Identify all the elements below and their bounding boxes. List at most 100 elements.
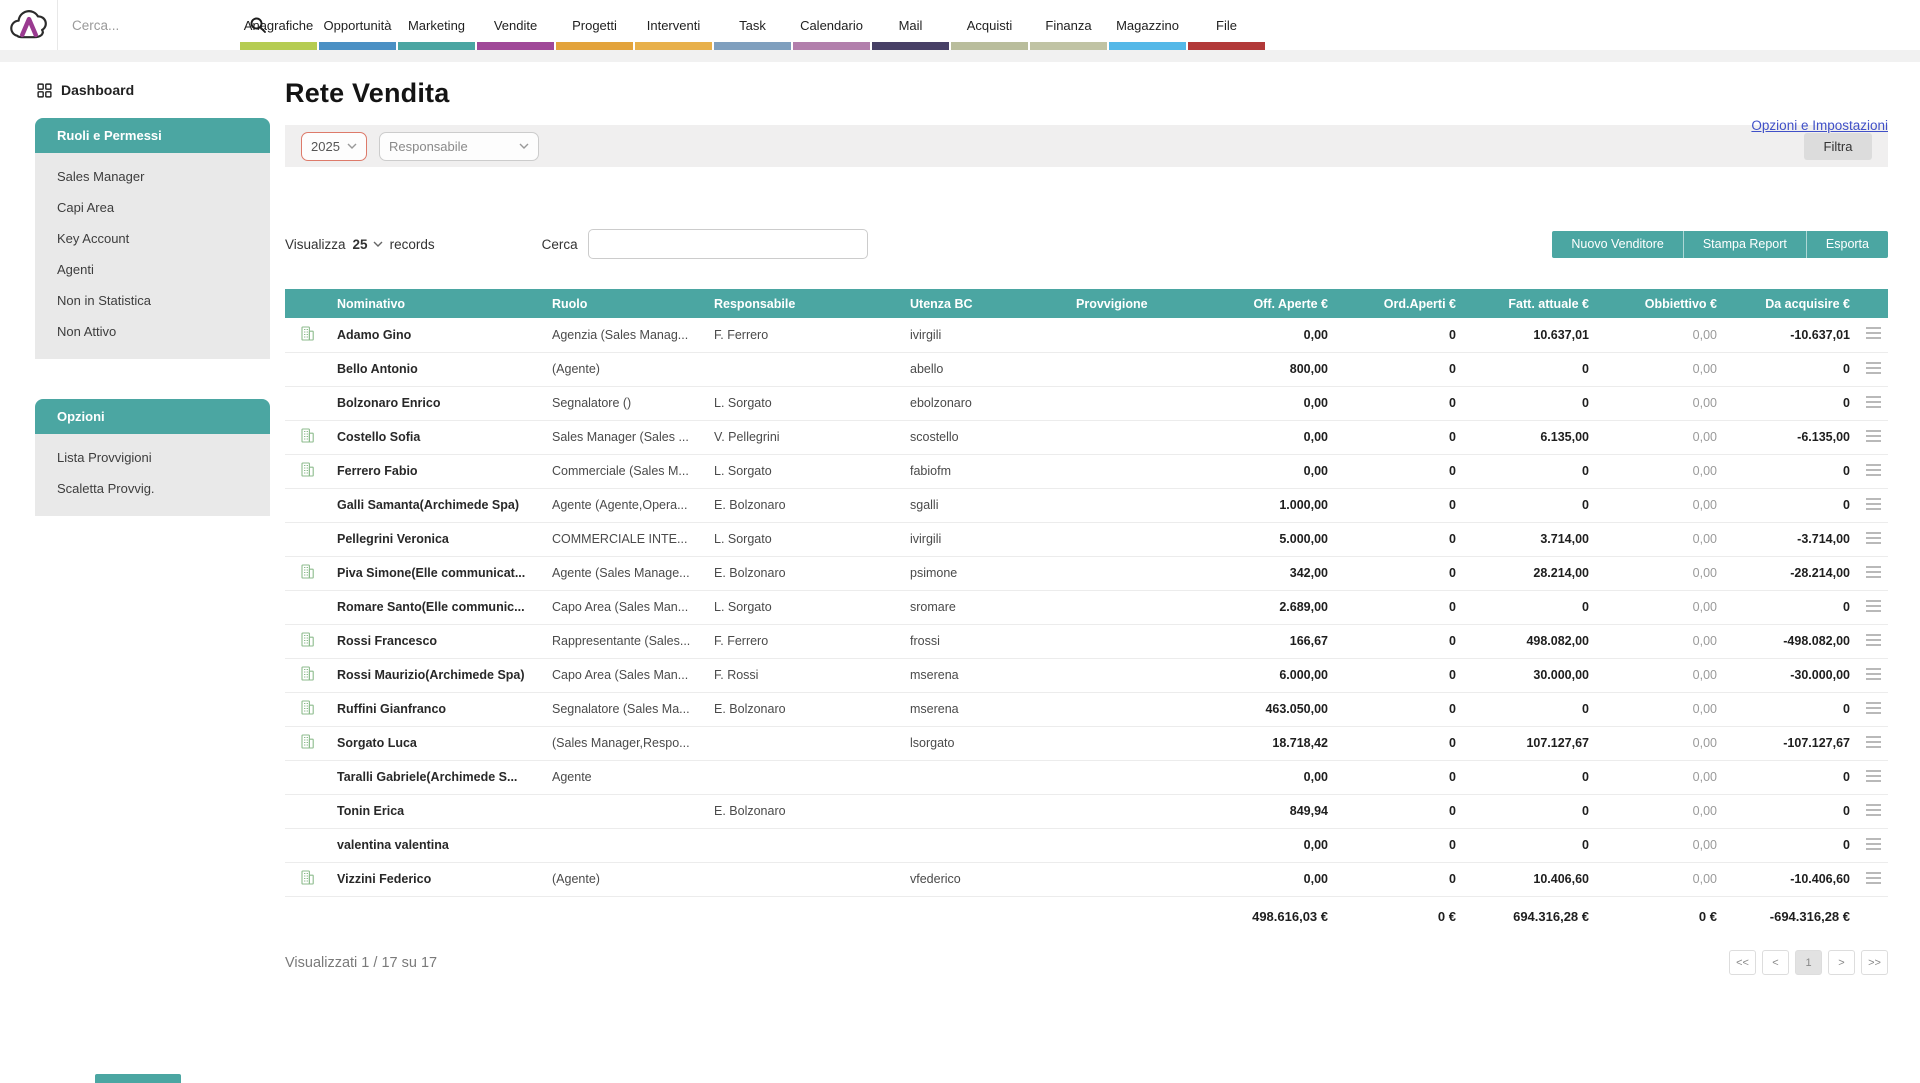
row-menu-icon[interactable] bbox=[1866, 529, 1881, 547]
row-menu-icon[interactable] bbox=[1866, 869, 1881, 887]
table-row[interactable]: valentina valentina 0,00 0 0 0,00 0 bbox=[285, 828, 1888, 863]
cell-obbiettivo: 0,00 bbox=[1597, 692, 1725, 727]
cell-responsabile: V. Pellegrini bbox=[706, 420, 902, 455]
nav-item-anagrafiche[interactable]: Anagrafiche bbox=[239, 0, 318, 50]
nav-item-vendite[interactable]: Vendite bbox=[476, 0, 555, 50]
table-row[interactable]: Romare Santo(Elle communic... Capo Area (… bbox=[285, 590, 1888, 625]
responsabile-select[interactable]: Responsabile bbox=[379, 131, 539, 161]
table-row[interactable]: Piva Simone(Elle communicat... Agente (Sa… bbox=[285, 556, 1888, 591]
cell-ord-aperti: 0 bbox=[1336, 386, 1464, 421]
nav-item-label: Anagrafiche bbox=[243, 17, 314, 33]
table-search-input[interactable] bbox=[587, 229, 868, 259]
sales-network-table: Nominativo Ruolo Responsabile Utenza BC Prov… bbox=[285, 289, 1888, 936]
global-search-input[interactable] bbox=[72, 17, 249, 33]
table-row[interactable]: Bolzonaro Enrico Segnalatore () L. Sorgato… bbox=[285, 386, 1888, 421]
sidebar-item-capi-area[interactable]: Capi Area bbox=[57, 200, 115, 215]
row-menu-icon[interactable] bbox=[1866, 597, 1881, 615]
prev-page-button[interactable]: < bbox=[1762, 950, 1789, 975]
row-menu-icon[interactable] bbox=[1866, 835, 1881, 853]
cell-obbiettivo: 0,00 bbox=[1597, 386, 1725, 421]
column-header-off-aperte[interactable]: Off. Aperte € bbox=[1208, 289, 1336, 318]
last-page-button[interactable]: >> bbox=[1861, 950, 1888, 975]
sidebar-item-key-account[interactable]: Key Account bbox=[57, 231, 130, 246]
table-row[interactable]: Rossi Maurizio(Archimede Spa) Capo Area (… bbox=[285, 658, 1888, 693]
row-menu-icon[interactable] bbox=[1866, 563, 1881, 581]
table-row[interactable]: Ruffini Gianfranco Segnalatore (Sales Ma.… bbox=[285, 692, 1888, 727]
first-page-button[interactable]: << bbox=[1729, 950, 1756, 975]
sidebar-item-non-attivo[interactable]: Non Attivo bbox=[57, 324, 117, 339]
table-row[interactable]: Vizzini Federico (Agente) vfederico 0,00 0 10… bbox=[285, 862, 1888, 897]
nav-item-file[interactable]: File bbox=[1187, 0, 1266, 50]
table-row[interactable]: Sorgato Luca (Sales Manager,Respo... lsorg… bbox=[285, 726, 1888, 761]
column-header-provvigione[interactable]: Provvigione bbox=[1068, 289, 1208, 318]
cell-actions bbox=[1858, 454, 1888, 489]
table-row[interactable]: Ferrero Fabio Commerciale (Sales M... L. S… bbox=[285, 454, 1888, 489]
nav-color-bar bbox=[793, 42, 870, 50]
row-company-icon bbox=[285, 862, 329, 897]
nuovo-venditore-button[interactable]: Nuovo Venditore bbox=[1552, 230, 1684, 258]
row-menu-icon[interactable] bbox=[1866, 631, 1881, 649]
table-search: Cerca bbox=[542, 229, 868, 259]
row-menu-icon[interactable] bbox=[1866, 733, 1881, 751]
table-row[interactable]: Adamo Gino Agenzia (Sales Manag... F. Ferr… bbox=[285, 318, 1888, 353]
options-settings-link[interactable]: Opzioni e Impostazioni bbox=[1751, 118, 1888, 133]
row-menu-icon[interactable] bbox=[1866, 461, 1881, 479]
table-row[interactable]: Bello Antonio (Agente) abello 800,00 0 0 0,00 0 bbox=[285, 352, 1888, 387]
row-menu-icon[interactable] bbox=[1866, 699, 1881, 717]
row-menu-icon[interactable] bbox=[1866, 393, 1881, 411]
year-select[interactable]: 2025 bbox=[301, 131, 367, 161]
stampa-report-button[interactable]: Stampa Report bbox=[1683, 230, 1807, 258]
sidebar-item-dashboard[interactable]: Dashboard bbox=[37, 82, 270, 98]
row-menu-icon[interactable] bbox=[1866, 801, 1881, 819]
table-row[interactable]: Pellegrini Veronica COMMERCIALE INTE... L.… bbox=[285, 522, 1888, 557]
row-menu-icon[interactable] bbox=[1866, 359, 1881, 377]
sidebar-section-title: Ruoli e Permessi bbox=[35, 118, 270, 153]
row-menu-icon[interactable] bbox=[1866, 427, 1881, 445]
cell-provvigione bbox=[1068, 352, 1208, 387]
column-header-utenza-bc[interactable]: Utenza BC bbox=[902, 289, 1068, 318]
nav-item-task[interactable]: Task bbox=[713, 0, 792, 50]
sidebar-item-agenti[interactable]: Agenti bbox=[57, 262, 94, 277]
nav-item-mail[interactable]: Mail bbox=[871, 0, 950, 50]
column-header-fatt-attuale[interactable]: Fatt. attuale € bbox=[1464, 289, 1597, 318]
sidebar-item-scaletta-provvig[interactable]: Scaletta Provvig. bbox=[57, 481, 155, 496]
sidebar-section-ruoli-e-permessi: Ruoli e Permessi Sales Manager Capi Area Ke… bbox=[35, 118, 270, 359]
app-logo[interactable] bbox=[0, 0, 58, 50]
sidebar-item-lista-provvigioni[interactable]: Lista Provvigioni bbox=[57, 450, 152, 465]
row-menu-icon[interactable] bbox=[1866, 665, 1881, 683]
table-row[interactable]: Tonin Erica E. Bolzonaro 849,94 0 0 0,00 0 bbox=[285, 794, 1888, 829]
nav-item-interventi[interactable]: Interventi bbox=[634, 0, 713, 50]
page-number-button[interactable]: 1 bbox=[1795, 950, 1822, 975]
table-row[interactable]: Costello Sofia Sales Manager (Sales ... V.… bbox=[285, 420, 1888, 455]
nav-item-marketing[interactable]: Marketing bbox=[397, 0, 476, 50]
nav-item-label: Progetti bbox=[572, 17, 617, 33]
nav-item-finanza[interactable]: Finanza bbox=[1029, 0, 1108, 50]
sidebar-item-non-in-statistica[interactable]: Non in Statistica bbox=[57, 293, 151, 308]
column-header-ruolo[interactable]: Ruolo bbox=[544, 289, 706, 318]
row-menu-icon[interactable] bbox=[1866, 324, 1881, 342]
nav-item-opportunita[interactable]: Opportunità bbox=[318, 0, 397, 50]
column-header-nominativo[interactable]: Nominativo bbox=[329, 289, 544, 318]
esporta-button[interactable]: Esporta bbox=[1806, 230, 1888, 258]
column-header-ord-aperti[interactable]: Ord.Aperti € bbox=[1336, 289, 1464, 318]
nav-item-calendario[interactable]: Calendario bbox=[792, 0, 871, 50]
search-icon[interactable] bbox=[249, 16, 267, 34]
nav-item-magazzino[interactable]: Magazzino bbox=[1108, 0, 1187, 50]
table-row[interactable]: Galli Samanta(Archimede Spa) Agente (Agen… bbox=[285, 488, 1888, 523]
cell-utenza-bc: ebolzonaro bbox=[902, 386, 1068, 421]
row-menu-icon[interactable] bbox=[1866, 495, 1881, 513]
page-size-select[interactable]: 25 bbox=[353, 237, 383, 252]
column-header-responsabile[interactable]: Responsabile bbox=[706, 289, 902, 318]
cell-utenza-bc: ivirgili bbox=[902, 522, 1068, 557]
table-row[interactable]: Rossi Francesco Rappresentante (Sales... F… bbox=[285, 624, 1888, 659]
next-page-button[interactable]: > bbox=[1828, 950, 1855, 975]
row-menu-icon[interactable] bbox=[1866, 767, 1881, 785]
filter-button[interactable]: Filtra bbox=[1804, 132, 1872, 160]
table-row[interactable]: Taralli Gabriele(Archimede S... Agente 0,0… bbox=[285, 760, 1888, 795]
nav-item-acquisti[interactable]: Acquisti bbox=[950, 0, 1029, 50]
column-header-da-acquisire[interactable]: Da acquisire € bbox=[1725, 289, 1858, 318]
sidebar-item-sales-manager[interactable]: Sales Manager bbox=[57, 169, 145, 184]
column-header-obbiettivo[interactable]: Obbiettivo € bbox=[1597, 289, 1725, 318]
cell-fatt-attuale: 0 bbox=[1464, 794, 1597, 829]
nav-item-progetti[interactable]: Progetti bbox=[555, 0, 634, 50]
